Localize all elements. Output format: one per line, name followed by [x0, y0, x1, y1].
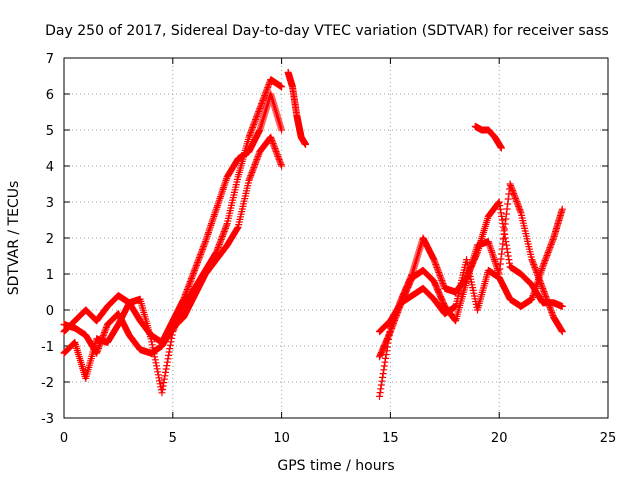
series-sat-d [284, 68, 310, 148]
data-point-markers [60, 90, 286, 346]
series-sat-a [60, 90, 286, 346]
y-axis-label: SDTVAR / TECUs [6, 181, 22, 296]
series-sat-h [471, 122, 505, 152]
y-tick-label: 2 [46, 232, 54, 247]
y-tick-label: 5 [46, 124, 54, 139]
y-tick-label: 6 [46, 88, 54, 103]
y-tick-label: 0 [46, 304, 54, 319]
series-sat-b [60, 76, 286, 397]
y-tick-label: 4 [46, 160, 54, 175]
series-sat-g [376, 205, 566, 336]
y-tick-label: -1 [41, 340, 54, 355]
axis-ticks: 0 5 10 15 20 25 -3 -2 -1 0 1 2 3 4 5 6 7 [41, 52, 616, 446]
series-sat-c [60, 133, 286, 357]
x-tick-label: 0 [60, 431, 68, 446]
y-tick-label: 3 [46, 196, 54, 211]
x-tick-label: 10 [273, 431, 290, 446]
y-tick-label: 7 [46, 52, 54, 67]
data-point-markers [60, 133, 286, 357]
y-tick-label: -3 [41, 412, 54, 427]
y-tick-label: -2 [41, 376, 54, 391]
data-point-markers [376, 205, 566, 336]
x-tick-label: 15 [382, 431, 399, 446]
x-tick-label: 25 [600, 431, 617, 446]
x-tick-label: 20 [491, 431, 508, 446]
y-tick-label: 1 [46, 268, 54, 283]
data-point-markers [60, 76, 286, 397]
data-point-markers [471, 122, 505, 152]
grid [64, 58, 608, 418]
data-points [60, 68, 566, 400]
chart-title: Day 250 of 2017, Sidereal Day-to-day VTE… [45, 23, 609, 39]
x-axis-label: GPS time / hours [277, 458, 394, 474]
data-point-markers [284, 68, 310, 148]
x-tick-label: 5 [169, 431, 177, 446]
